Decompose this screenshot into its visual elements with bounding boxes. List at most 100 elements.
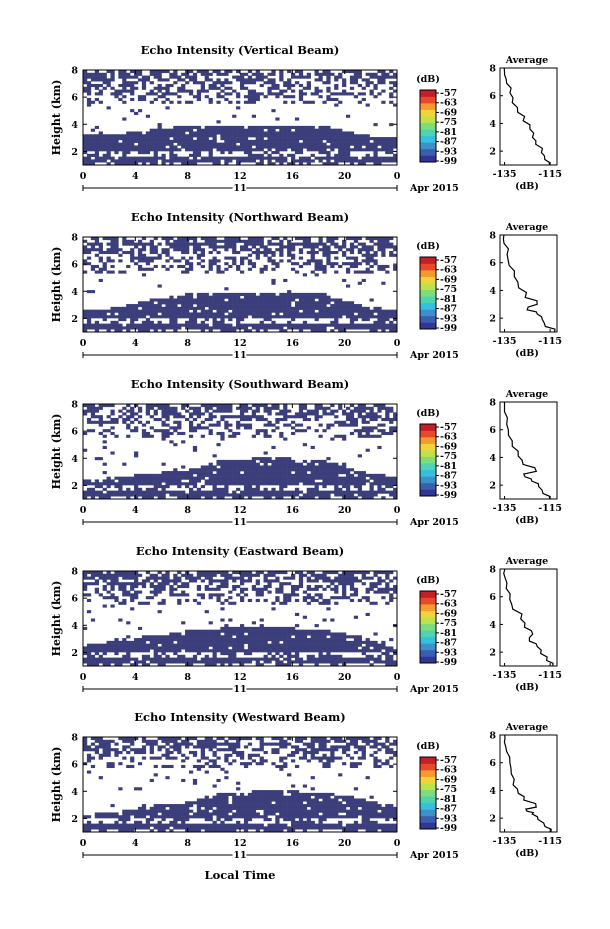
x-tick-label: 0 xyxy=(80,338,87,349)
heatmap-cell xyxy=(314,326,319,330)
heatmap-cell xyxy=(137,582,143,586)
heatmap-cell xyxy=(216,490,221,494)
heatmap-cell xyxy=(137,323,143,327)
heatmap-cell xyxy=(393,415,398,419)
heatmap-cell xyxy=(208,493,213,497)
heatmap-cell xyxy=(393,156,398,160)
heatmap-cell xyxy=(228,459,233,463)
heatmap-cell xyxy=(349,468,355,472)
heatmap-cell xyxy=(236,423,241,427)
heatmap-cell xyxy=(322,292,327,296)
heatmap-cell xyxy=(177,660,182,664)
heatmap-cell xyxy=(275,660,280,664)
heatmap-cell xyxy=(322,406,327,410)
heatmap-cell xyxy=(165,128,170,132)
heatmap-cell xyxy=(393,159,398,163)
heatmap-cell xyxy=(306,159,311,163)
heatmap-cell xyxy=(263,459,268,463)
heatmap-cell xyxy=(208,145,213,149)
heatmap-cell xyxy=(161,137,166,141)
heatmap-cell xyxy=(204,78,209,82)
heatmap-cell xyxy=(106,270,111,274)
heatmap-cell xyxy=(271,473,276,477)
heatmap-cell xyxy=(393,137,398,141)
heatmap-cell xyxy=(287,640,292,644)
heatmap-cell xyxy=(177,137,182,141)
heatmap-cell xyxy=(326,95,331,99)
heatmap-cell xyxy=(86,315,92,319)
heatmap-cell xyxy=(161,409,166,413)
heatmap-cell xyxy=(192,496,198,500)
heatmap-cell xyxy=(255,156,260,160)
heatmap-cell xyxy=(385,270,390,274)
heatmap-cell xyxy=(342,250,347,255)
heatmap-cell xyxy=(345,156,351,160)
heatmap-cell xyxy=(287,248,292,252)
heatmap-cell xyxy=(255,490,260,494)
heatmap-cell xyxy=(228,471,233,475)
heatmap-cell xyxy=(141,142,147,146)
heatmap-cell xyxy=(224,573,229,577)
heatmap-cell xyxy=(192,643,198,647)
heatmap-cell xyxy=(94,643,99,647)
heatmap-cell xyxy=(377,312,382,316)
heatmap-cell xyxy=(287,462,292,466)
heatmap-cell xyxy=(200,490,205,494)
heatmap-cell xyxy=(259,83,264,88)
heatmap-cell xyxy=(306,646,311,650)
heatmap-cell xyxy=(287,153,292,157)
heatmap-cell xyxy=(169,640,174,644)
heatmap-cell xyxy=(196,315,202,319)
heatmap-cell xyxy=(130,493,135,497)
heatmap-cell xyxy=(267,649,272,653)
heatmap-cell xyxy=(200,493,205,497)
heatmap-cell xyxy=(169,128,174,132)
heatmap-cell xyxy=(263,473,268,477)
heatmap-cell xyxy=(357,70,362,74)
heatmap-cell xyxy=(330,239,335,243)
heatmap-cell xyxy=(200,259,205,263)
heatmap-cell xyxy=(102,587,107,591)
heatmap-cell xyxy=(287,137,292,141)
heatmap-cell xyxy=(86,83,92,88)
heatmap-cell xyxy=(330,139,335,143)
heatmap-cell xyxy=(94,72,99,76)
heatmap-cell xyxy=(232,248,237,252)
heatmap-cell xyxy=(173,131,178,135)
heatmap-cell xyxy=(271,72,276,76)
heatmap-cell xyxy=(298,142,304,146)
heatmap-cell xyxy=(310,487,315,491)
heatmap-cell xyxy=(86,103,92,107)
heatmap-cell xyxy=(137,304,143,308)
heatmap-cell xyxy=(263,646,268,650)
heatmap-cell xyxy=(251,142,256,146)
x-tick-label: 20 xyxy=(338,338,352,349)
heatmap-cell xyxy=(365,137,370,141)
heatmap-cell xyxy=(83,490,88,494)
heatmap-cell xyxy=(216,646,221,650)
heatmap-cell xyxy=(310,148,315,152)
heatmap-cell xyxy=(149,635,154,639)
heatmap-cell xyxy=(263,487,268,491)
heatmap-cell xyxy=(220,95,225,99)
heatmap-cell xyxy=(259,270,264,274)
heatmap-cell xyxy=(232,292,237,296)
heatmap-cell xyxy=(98,323,103,327)
heatmap-cell xyxy=(83,137,88,141)
heatmap-cell xyxy=(342,412,347,416)
heatmap-cell xyxy=(212,487,217,491)
heatmap-cell xyxy=(149,301,154,305)
heatmap-cell xyxy=(232,632,237,636)
heatmap-cell xyxy=(314,465,319,469)
heatmap-cell xyxy=(377,479,382,483)
average-profile-line xyxy=(503,402,551,500)
heatmap-cell xyxy=(141,635,147,639)
heatmap-cell xyxy=(243,151,249,155)
heatmap-cell xyxy=(302,131,308,135)
heatmap-cell xyxy=(369,329,374,333)
heatmap-cell xyxy=(302,417,308,422)
heatmap-cell xyxy=(188,262,194,266)
heatmap-cell xyxy=(267,256,272,260)
heatmap-cell xyxy=(98,100,103,104)
heatmap-cell xyxy=(326,86,331,90)
